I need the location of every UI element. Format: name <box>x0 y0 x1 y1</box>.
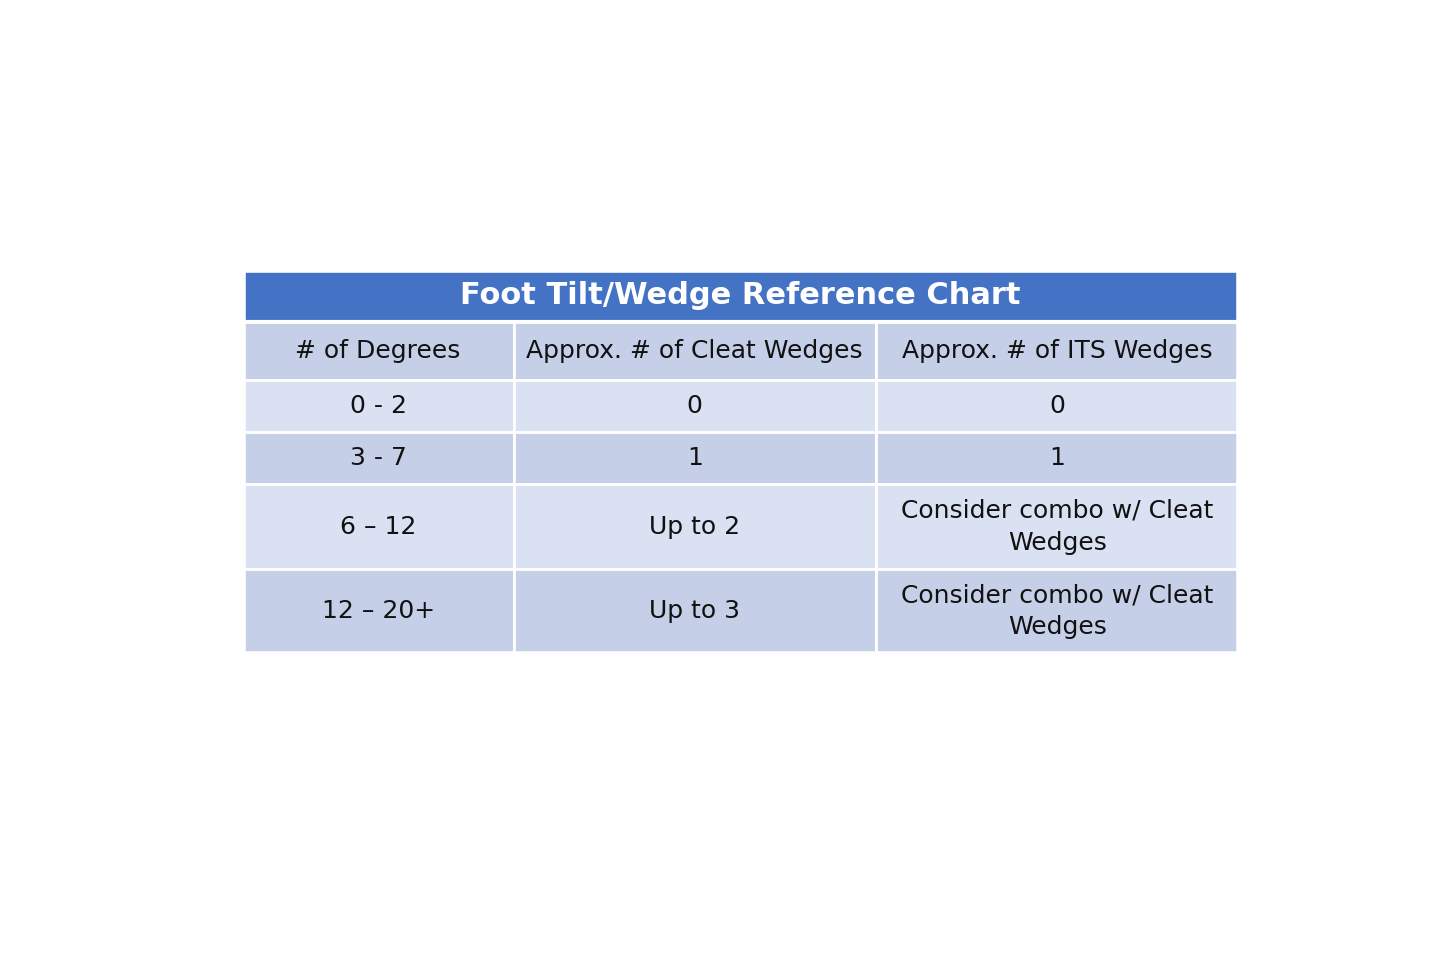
Text: Up to 2: Up to 2 <box>649 515 740 538</box>
Text: 1: 1 <box>1049 446 1065 470</box>
FancyBboxPatch shape <box>243 379 513 432</box>
Text: Up to 3: Up to 3 <box>649 599 740 623</box>
Text: 0: 0 <box>686 394 702 418</box>
FancyBboxPatch shape <box>513 484 876 569</box>
Text: Foot Tilt/Wedge Reference Chart: Foot Tilt/Wedge Reference Chart <box>461 281 1020 310</box>
Text: 6 – 12: 6 – 12 <box>340 515 416 538</box>
FancyBboxPatch shape <box>876 432 1238 484</box>
FancyBboxPatch shape <box>513 432 876 484</box>
FancyBboxPatch shape <box>876 484 1238 569</box>
FancyBboxPatch shape <box>243 432 513 484</box>
FancyBboxPatch shape <box>513 569 876 654</box>
Text: Consider combo w/ Cleat
Wedges: Consider combo w/ Cleat Wedges <box>902 584 1214 639</box>
FancyBboxPatch shape <box>243 569 513 654</box>
FancyBboxPatch shape <box>876 379 1238 432</box>
FancyBboxPatch shape <box>513 322 876 379</box>
Text: 0: 0 <box>1049 394 1065 418</box>
FancyBboxPatch shape <box>243 270 1238 322</box>
Text: Consider combo w/ Cleat
Wedges: Consider combo w/ Cleat Wedges <box>902 499 1214 555</box>
Text: Approx. # of Cleat Wedges: Approx. # of Cleat Wedges <box>526 339 863 363</box>
Text: 3 - 7: 3 - 7 <box>350 446 406 470</box>
Text: 0 - 2: 0 - 2 <box>350 394 406 418</box>
FancyBboxPatch shape <box>243 484 513 569</box>
Text: 1: 1 <box>686 446 702 470</box>
Text: 12 – 20+: 12 – 20+ <box>321 599 435 623</box>
FancyBboxPatch shape <box>243 322 513 379</box>
FancyBboxPatch shape <box>876 569 1238 654</box>
FancyBboxPatch shape <box>513 379 876 432</box>
FancyBboxPatch shape <box>876 322 1238 379</box>
Text: Approx. # of ITS Wedges: Approx. # of ITS Wedges <box>902 339 1212 363</box>
Text: # of Degrees: # of Degrees <box>295 339 461 363</box>
